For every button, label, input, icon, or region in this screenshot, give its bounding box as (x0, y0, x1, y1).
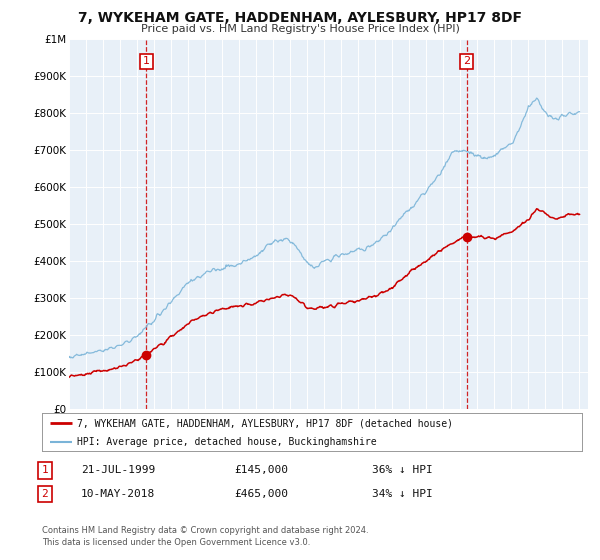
Text: 7, WYKEHAM GATE, HADDENHAM, AYLESBURY, HP17 8DF: 7, WYKEHAM GATE, HADDENHAM, AYLESBURY, H… (78, 11, 522, 25)
Text: 10-MAY-2018: 10-MAY-2018 (81, 489, 155, 499)
Text: Contains HM Land Registry data © Crown copyright and database right 2024.: Contains HM Land Registry data © Crown c… (42, 526, 368, 535)
Text: 36% ↓ HPI: 36% ↓ HPI (372, 465, 433, 475)
Text: £465,000: £465,000 (234, 489, 288, 499)
Text: 1: 1 (41, 465, 49, 475)
Text: 21-JUL-1999: 21-JUL-1999 (81, 465, 155, 475)
Text: 7, WYKEHAM GATE, HADDENHAM, AYLESBURY, HP17 8DF (detached house): 7, WYKEHAM GATE, HADDENHAM, AYLESBURY, H… (77, 418, 453, 428)
Text: 34% ↓ HPI: 34% ↓ HPI (372, 489, 433, 499)
Text: This data is licensed under the Open Government Licence v3.0.: This data is licensed under the Open Gov… (42, 538, 310, 547)
Text: Price paid vs. HM Land Registry's House Price Index (HPI): Price paid vs. HM Land Registry's House … (140, 24, 460, 34)
Text: 1: 1 (143, 57, 150, 67)
Text: 2: 2 (41, 489, 49, 499)
Text: HPI: Average price, detached house, Buckinghamshire: HPI: Average price, detached house, Buck… (77, 437, 377, 447)
Text: £145,000: £145,000 (234, 465, 288, 475)
Text: 2: 2 (463, 57, 470, 67)
